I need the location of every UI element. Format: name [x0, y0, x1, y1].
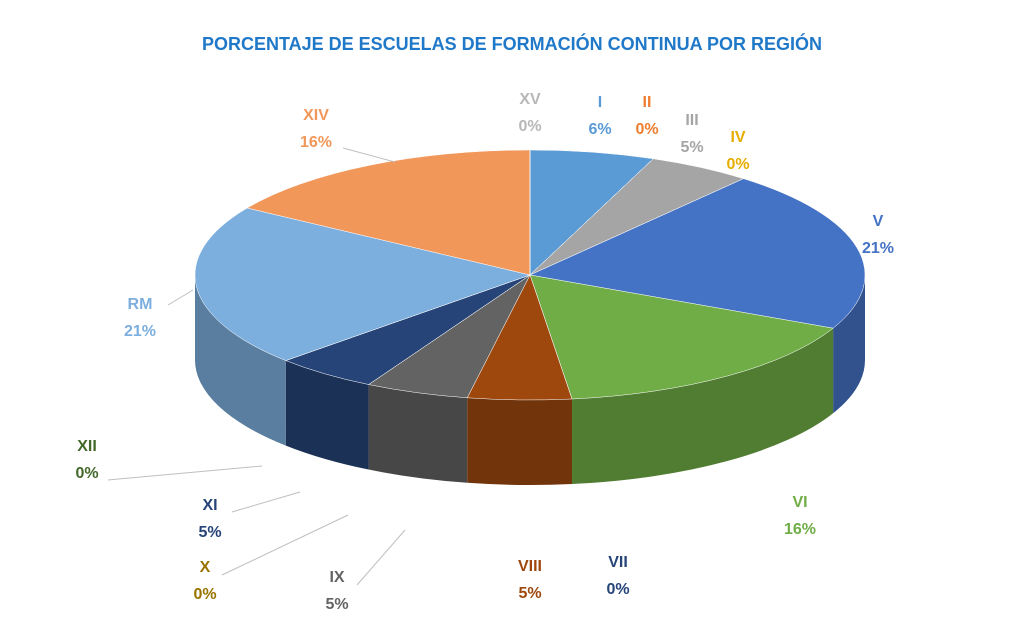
slice-side: [195, 275, 286, 446]
leader-line: [342, 147, 396, 163]
slice: [194, 207, 531, 361]
slice-side: [467, 397, 572, 486]
label-name: IV: [730, 129, 745, 146]
leader-line: [221, 514, 349, 576]
label-value: 0%: [193, 586, 216, 603]
label-name: X: [200, 559, 211, 576]
label-value: 21%: [124, 323, 156, 340]
label-value: 5%: [680, 139, 703, 156]
leader-line: [356, 529, 406, 586]
leader-line: [231, 491, 301, 513]
slice: [529, 178, 866, 329]
label-value: 0%: [75, 465, 98, 482]
label-name: VII: [608, 554, 628, 571]
label-name: XV: [519, 91, 541, 108]
slice-side: [833, 275, 866, 414]
label-name: VIII: [518, 558, 542, 575]
label-value: 0%: [518, 118, 541, 135]
label-value: 6%: [588, 121, 611, 138]
slice: [246, 149, 531, 276]
slice-side: [571, 328, 834, 485]
label-value: 0%: [726, 156, 749, 173]
label-value: 0%: [635, 121, 658, 138]
label-name: VI: [792, 494, 807, 511]
chart-title: PORCENTAJE DE ESCUELAS DE FORMACIÓN CONT…: [202, 33, 822, 54]
pie-sides: [195, 275, 866, 486]
label-name: XI: [202, 497, 217, 514]
leader-line: [107, 465, 263, 481]
label-value: 5%: [325, 596, 348, 613]
label-name: XIV: [303, 107, 329, 124]
label-value: 5%: [518, 585, 541, 602]
label-name: V: [873, 213, 884, 230]
label-value: 16%: [784, 521, 816, 538]
label-name: IX: [329, 569, 344, 586]
label-value: 21%: [862, 240, 894, 257]
label-name: XII: [77, 438, 97, 455]
label-value: 16%: [300, 134, 332, 151]
label-value: 0%: [606, 581, 629, 598]
slice-side: [368, 384, 468, 483]
label-name: I: [598, 94, 602, 111]
slice: [529, 149, 654, 276]
label-name: RM: [128, 296, 153, 313]
label-name: II: [643, 94, 652, 111]
slice: [529, 274, 834, 400]
data-labels: I 6% II 0% III 5% IV 0% V 21% VI 16% VII 0% VIII 5% IX 5%…: [75, 91, 894, 613]
pie-tops: [194, 149, 866, 401]
label-name: III: [685, 112, 698, 129]
slice-side: [285, 360, 369, 470]
leader-line: [167, 289, 194, 306]
label-value: 5%: [198, 524, 221, 541]
